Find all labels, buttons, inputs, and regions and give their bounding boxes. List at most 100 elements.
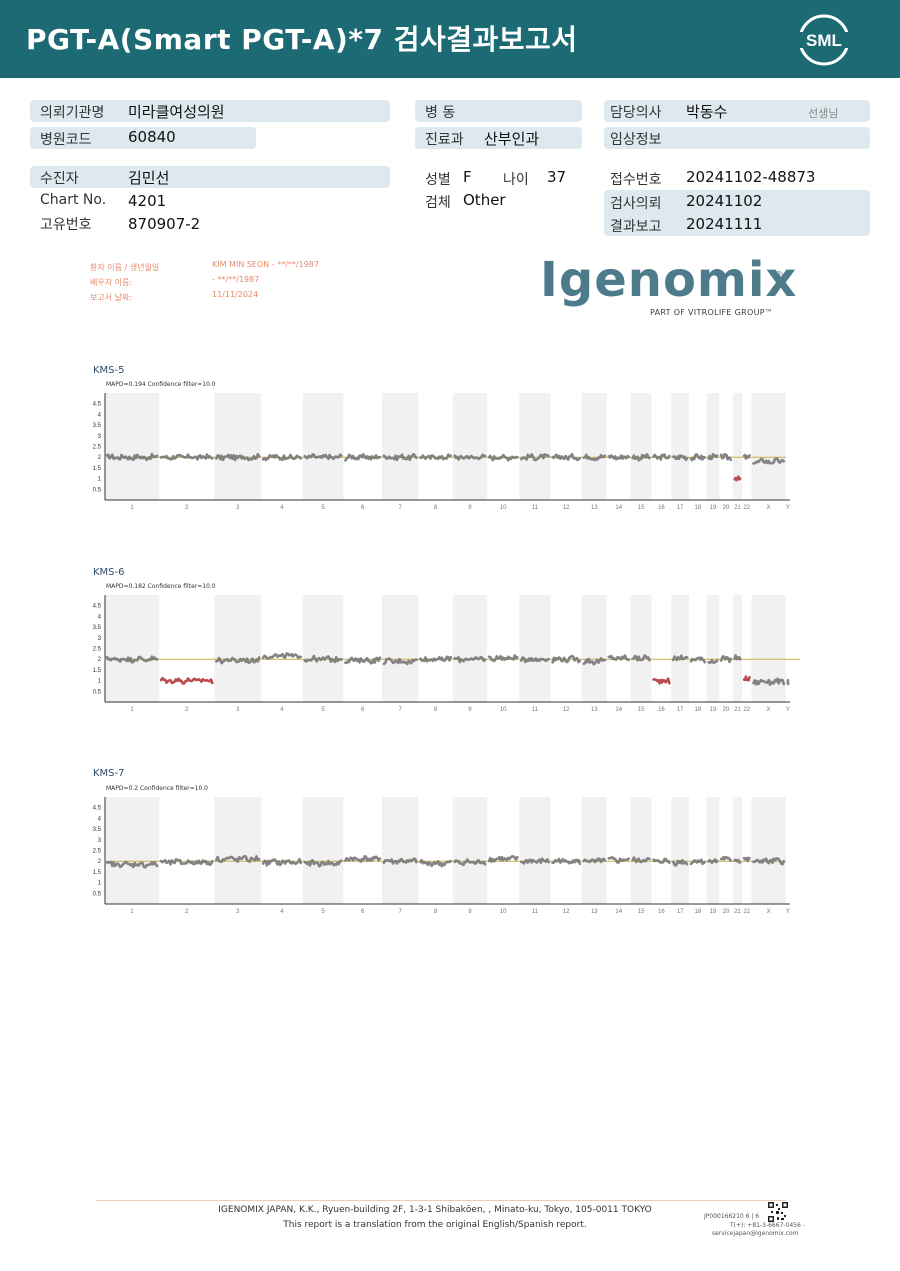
x-tick-label: 13	[591, 505, 598, 511]
x-tick-label: 14	[615, 909, 622, 915]
chromosome-band	[581, 595, 607, 702]
chromosome-6-points	[344, 453, 382, 462]
chromosome-7-points	[382, 657, 418, 666]
chart-3-subtitle: MAPD=0.2 Confidence filter=10.0	[106, 785, 208, 792]
y-tick-label: 4.5	[93, 806, 102, 812]
x-tick-label: 14	[615, 707, 622, 713]
chromosome-band	[671, 393, 690, 500]
chromosome-16-points	[652, 677, 671, 685]
report-header: PGT-A(Smart PGT-A)*7 검사결과보고서 SML	[0, 0, 900, 78]
y-tick-label: 4	[98, 412, 102, 418]
x-tick-label: 16	[658, 909, 665, 915]
chromosome-band	[751, 393, 786, 500]
partner-label: 배우자 이름:	[90, 278, 133, 287]
qr-code-icon	[768, 1202, 788, 1222]
chromosome-19-points	[707, 858, 719, 865]
chromosome-19-points	[707, 452, 719, 461]
x-tick-label: 18	[695, 909, 702, 915]
chromosome-12-points	[551, 452, 582, 462]
chromosome-band	[732, 797, 743, 904]
chromosome-band	[706, 393, 720, 500]
footer-tel: T(+): +81-3-6667-0456 -	[730, 1222, 805, 1229]
x-tick-label: 20	[723, 707, 730, 713]
x-tick-label: 7	[398, 909, 402, 915]
specimen-label: 검체	[425, 195, 451, 211]
doctor-value: 박동수	[686, 103, 728, 121]
unique-no-label: 고유번호	[40, 217, 92, 233]
chromosome-13-points	[582, 453, 607, 462]
chromosome-1-points	[105, 452, 159, 462]
partner-value: - **/**/1987	[212, 275, 260, 284]
x-tick-label: 8	[434, 707, 438, 713]
chromosome-6-points	[344, 855, 382, 863]
chromosome-5-points	[303, 654, 343, 664]
chromosome-8-points	[419, 453, 453, 461]
x-tick-label: 19	[710, 505, 717, 511]
patient-label: 수진자	[40, 171, 79, 187]
chromosome-band	[581, 393, 607, 500]
x-tick-label: 22	[743, 505, 750, 511]
chart-1-title: KMS-5	[93, 365, 125, 376]
chromosome-band	[732, 393, 743, 500]
chromosome-band	[214, 797, 262, 904]
patient-bg	[30, 166, 390, 188]
y-tick-label: 1.5	[93, 668, 102, 674]
x-tick-label: 21	[734, 909, 741, 915]
dates-bg	[604, 190, 870, 236]
chromosome-band	[581, 797, 607, 904]
x-tick-label: 17	[677, 707, 684, 713]
request-value: 20241102	[686, 192, 763, 210]
x-tick-label: 9	[468, 909, 472, 915]
chromosome-12-points	[551, 654, 582, 664]
chromosome-14-points	[607, 654, 631, 661]
chromosome-20-points	[719, 453, 733, 462]
sml-logo-icon: SML	[796, 14, 852, 66]
x-tick-label: 6	[361, 505, 365, 511]
hospital-code-bg	[30, 127, 256, 149]
footer-translation-note: This report is a translation from the or…	[283, 1220, 587, 1230]
chromosome-22-points	[742, 675, 751, 682]
chromosome-band	[105, 595, 160, 702]
x-tick-label: 10	[500, 909, 507, 915]
x-tick-label: 8	[434, 909, 438, 915]
hospital-code-label: 병원코드	[40, 132, 92, 148]
x-tick-label: 1	[130, 707, 134, 713]
chromosome-band	[732, 595, 743, 702]
x-tick-label: 4	[280, 909, 284, 915]
chromosome-band	[381, 797, 419, 904]
y-tick-label: 1	[98, 679, 102, 685]
x-tick-label: 22	[743, 909, 750, 915]
x-tick-label: 12	[563, 707, 570, 713]
y-tick-label: 0.5	[93, 689, 102, 695]
chromosome-1-points	[105, 860, 159, 869]
y-tick-label: 1.5	[93, 870, 102, 876]
chromosome-2-points	[159, 453, 214, 461]
x-tick-label: X	[767, 909, 771, 915]
chromosome-9-points	[453, 453, 487, 461]
x-tick-label: X	[767, 505, 771, 511]
chromosome-1-points	[105, 655, 159, 664]
chromosome-14-points	[607, 856, 631, 864]
chromosome-20-points	[719, 856, 733, 862]
chromosome-7-points	[382, 857, 418, 865]
x-tick-label: 14	[615, 505, 622, 511]
footer-divider	[96, 1200, 786, 1201]
y-tick-label: 3	[98, 434, 102, 440]
x-tick-label: 9	[468, 707, 472, 713]
chromosome-20-points	[719, 654, 733, 664]
chromosome-4-points	[261, 453, 303, 462]
receipt-label: 접수번호	[610, 172, 662, 188]
chromosome-band	[630, 393, 652, 500]
x-tick-label: 5	[321, 505, 325, 511]
chromosome-10-points	[487, 855, 519, 863]
dept-label: 진료과	[425, 132, 464, 148]
footer-code: JP000166210 6 | 6	[704, 1213, 760, 1220]
chart-kms-6: 4.543.532.521.510.51 2 3 4 5 6 7 8 9 10 11 12 13 14 15…	[93, 595, 800, 713]
x-tick-label: 12	[563, 909, 570, 915]
chromosome-band	[302, 797, 344, 904]
x-tick-label: 2	[185, 505, 189, 511]
y-tick-label: 3	[98, 636, 102, 642]
y-tick-label: 3.5	[93, 625, 102, 631]
x-tick-label: 18	[695, 707, 702, 713]
institution-label: 의뢰기관명	[40, 105, 105, 121]
